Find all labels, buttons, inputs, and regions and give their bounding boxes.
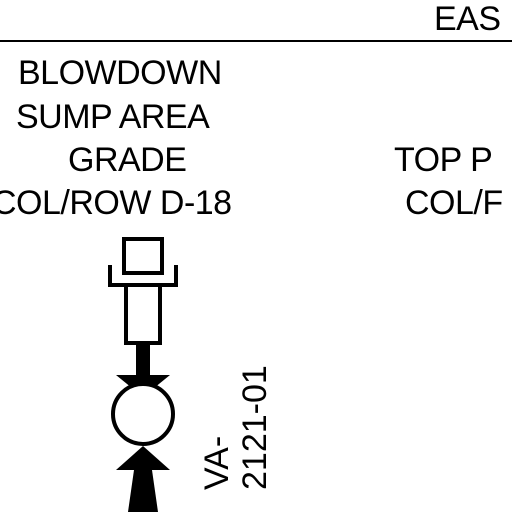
lower-pipe-connection: [128, 470, 158, 512]
valve-tag-prefix: VA-: [198, 435, 236, 490]
valve-stem: [136, 343, 150, 375]
area-title-line-4: COL/ROW D-18: [0, 184, 232, 222]
valve-ball-circle: [111, 382, 175, 446]
actuator-box: [122, 237, 164, 275]
right-area-label-line-2: COL/F: [405, 184, 503, 222]
area-title-line-1: BLOWDOWN: [18, 54, 222, 92]
area-title-line-2: SUMP AREA: [16, 98, 210, 136]
stem-housing: [124, 283, 162, 345]
right-area-label-line-1: TOP P: [394, 141, 493, 179]
area-title-line-3: GRADE: [68, 141, 187, 179]
valve-tag: VA- 2121-01: [198, 360, 328, 490]
east-header-label: EAS: [434, 0, 501, 38]
valve-tag-number: 2121-01: [236, 365, 274, 490]
valve-body-bottom-triangle: [116, 446, 170, 470]
header-divider-line: [0, 40, 512, 42]
